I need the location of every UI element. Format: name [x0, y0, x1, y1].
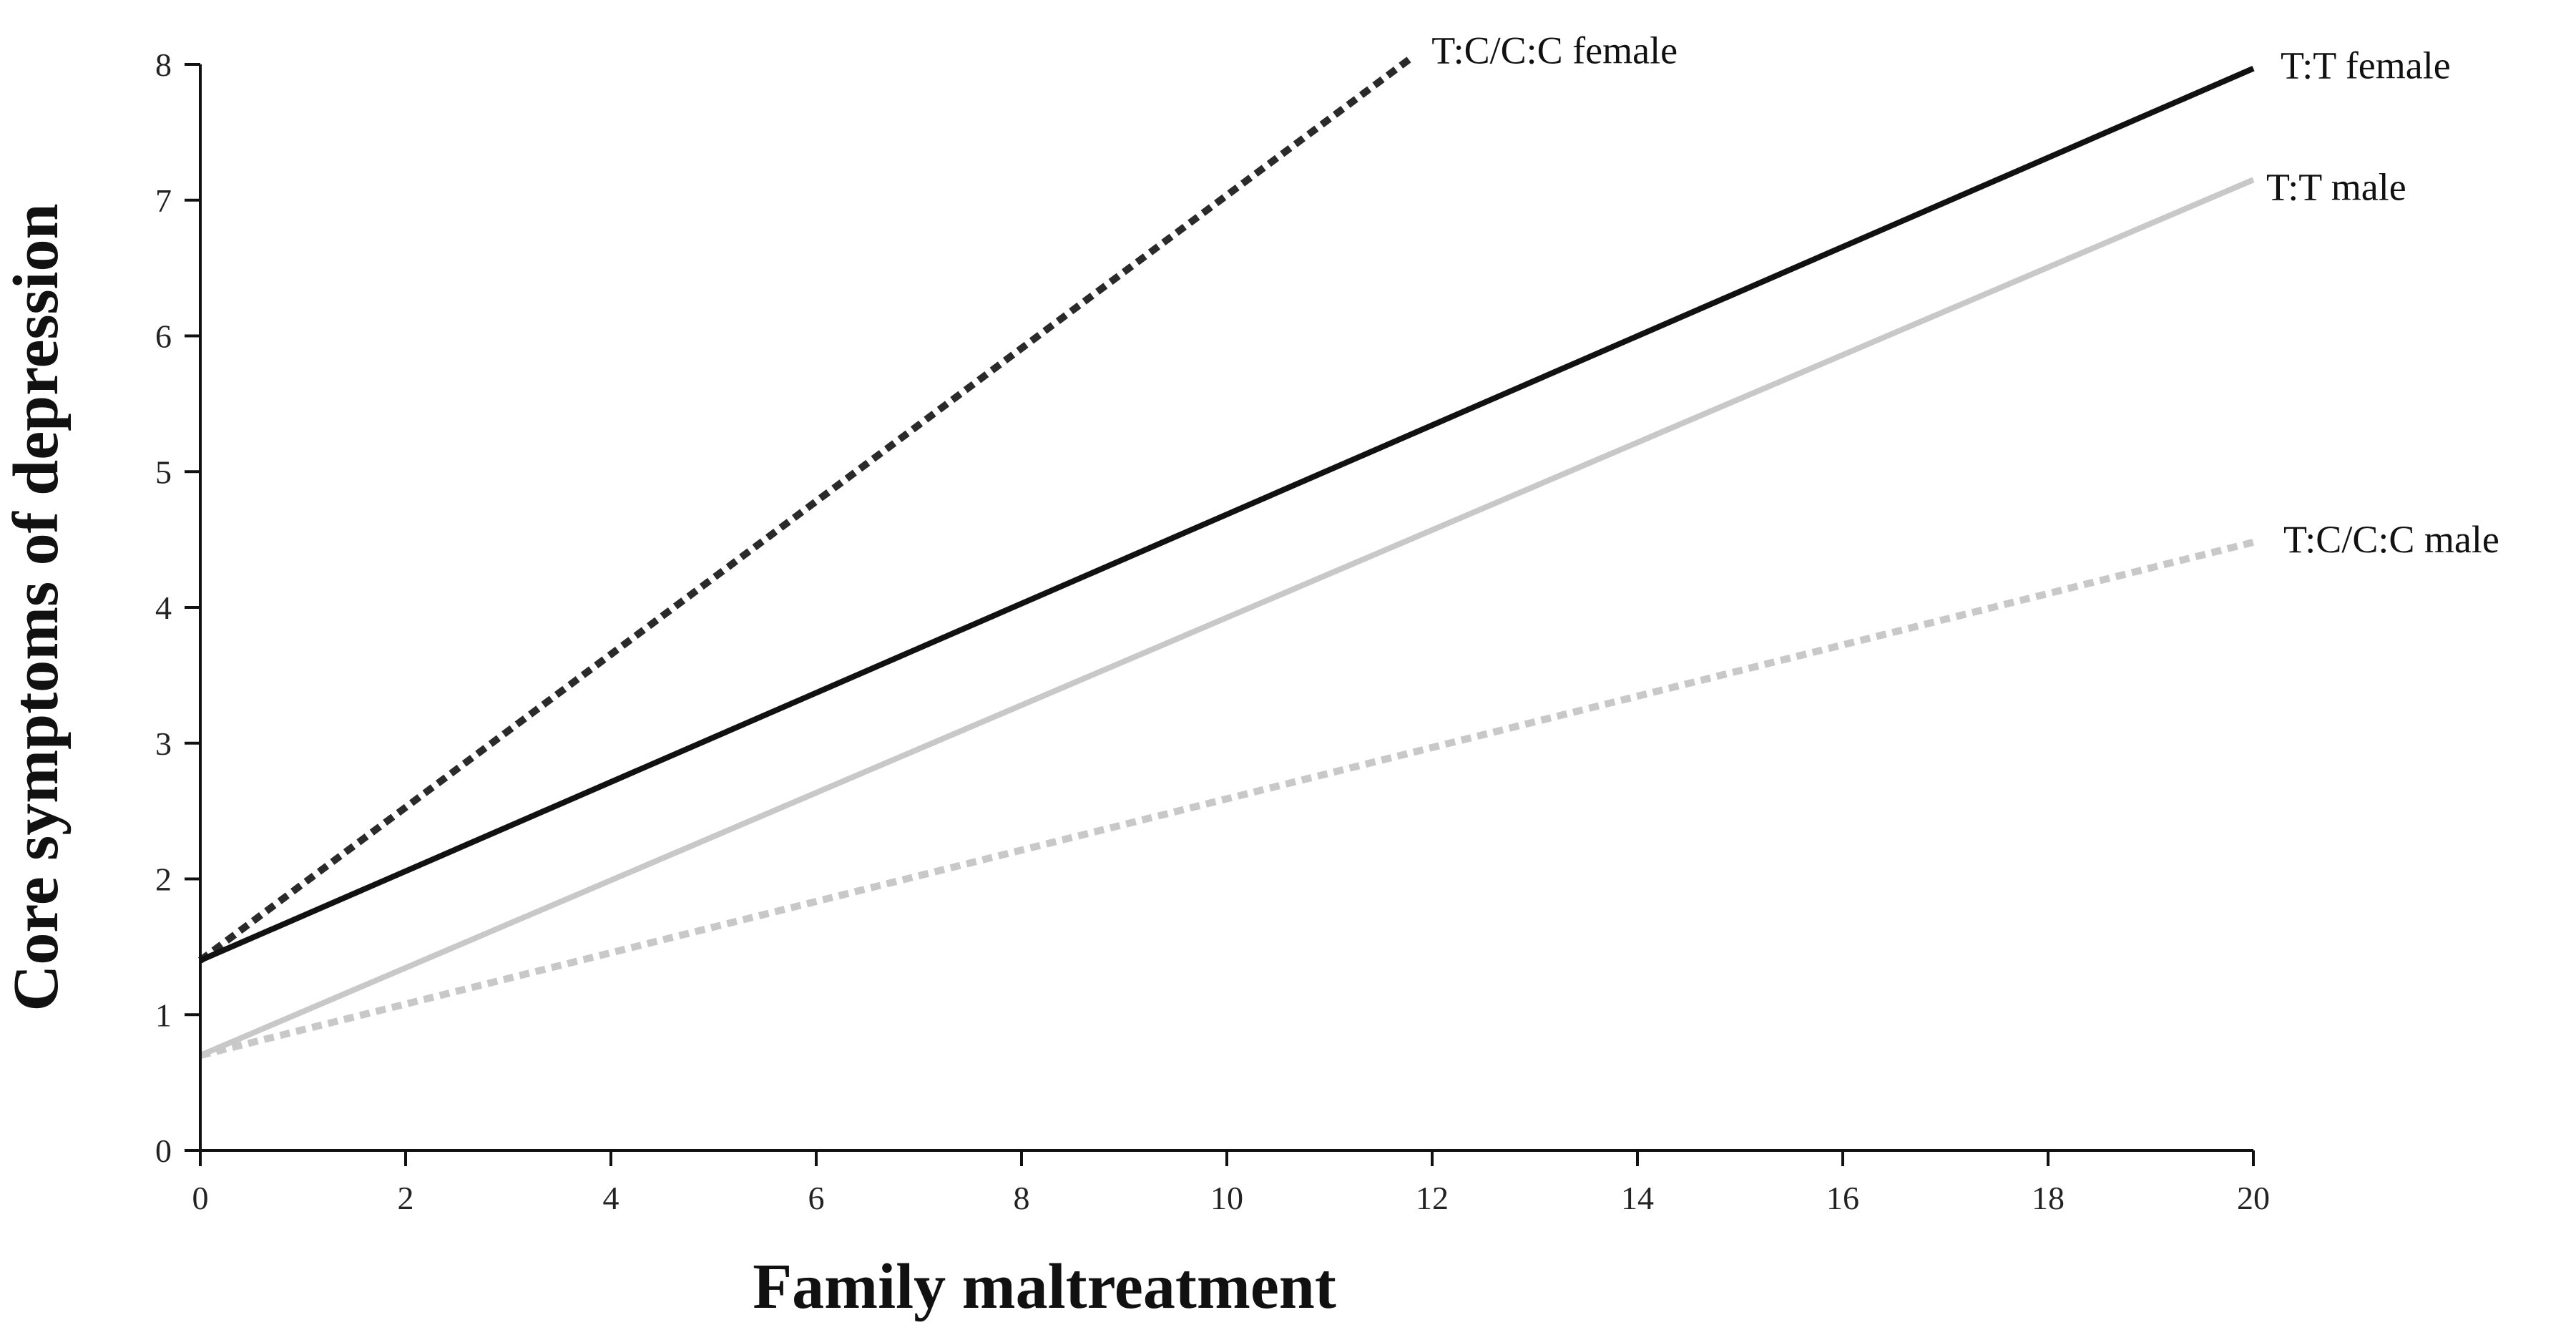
series-layer — [198, 54, 2255, 1060]
x-axis-title: Family maltreatment — [753, 1251, 1336, 1322]
y-tick-label: 4 — [155, 590, 172, 626]
series-line-t-c-c-c-female — [198, 54, 1414, 964]
x-tick-label: 14 — [1621, 1180, 1654, 1216]
x-tick-label: 12 — [1416, 1180, 1449, 1216]
series-label-t-c-c-c-male: T:C/C:C male — [2283, 518, 2499, 561]
y-tick-label: 8 — [155, 47, 172, 83]
series-label-t-t-male: T:T male — [2266, 165, 2406, 208]
series-line-t-t-female — [199, 66, 2255, 964]
series-label-t-c-c-c-female: T:C/C:C female — [1431, 29, 1678, 72]
y-axis-title: Core symptoms of depression — [1, 203, 72, 1011]
x-tick-label: 8 — [1014, 1180, 1030, 1216]
x-tick-label: 20 — [2237, 1180, 2270, 1216]
y-tick-label: 5 — [155, 454, 172, 490]
x-tick-label: 18 — [2032, 1180, 2065, 1216]
series-labels: T:C/C:C female T:T female T:T male T:C/C:C … — [1431, 29, 2499, 561]
x-tick-label: 16 — [1826, 1180, 1859, 1216]
x-tick-label: 6 — [808, 1180, 825, 1216]
x-tick-label: 0 — [192, 1180, 209, 1216]
x-tick-label: 10 — [1210, 1180, 1243, 1216]
y-tick-label: 7 — [155, 182, 172, 219]
y-tick-label: 2 — [155, 861, 172, 898]
y-tick-label: 3 — [155, 725, 172, 762]
x-tick-label: 4 — [603, 1180, 619, 1216]
x-axis-ticks: 0 2 4 6 8 10 12 14 16 18 20 — [192, 1150, 2270, 1216]
y-axis-ticks: 0 1 2 3 4 5 6 7 8 — [155, 47, 200, 1169]
series-line-t-c-c-c-male — [199, 539, 2255, 1060]
y-tick-label: 6 — [155, 318, 172, 355]
y-tick-label: 1 — [155, 997, 172, 1033]
x-tick-label: 2 — [398, 1180, 414, 1216]
series-line-t-t-male — [199, 177, 2255, 1058]
series-label-t-t-female: T:T female — [2281, 44, 2451, 87]
y-tick-label: 0 — [155, 1133, 172, 1169]
